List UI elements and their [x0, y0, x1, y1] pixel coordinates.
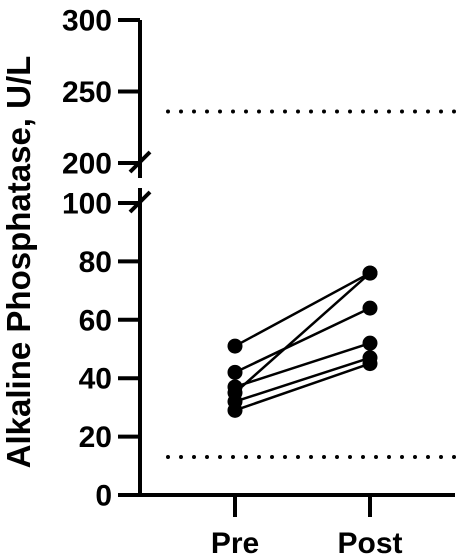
y-tick-label: 100: [62, 188, 112, 221]
data-point: [362, 335, 378, 351]
y-tick-label: 300: [62, 5, 112, 38]
y-tick-label: 80: [79, 246, 112, 279]
pair-line: [234, 271, 371, 348]
pair-line: [234, 306, 371, 374]
pair-line: [234, 362, 371, 412]
data-point: [362, 300, 378, 316]
y-axis-title: Alkaline Phosphatase, U/L: [0, 56, 37, 469]
x-tick-label: Post: [337, 527, 402, 559]
data-point: [227, 402, 243, 418]
y-tick-label: 40: [79, 363, 112, 396]
y-tick-label: 60: [79, 304, 112, 337]
data-point: [362, 265, 378, 281]
y-tick-label: 250: [62, 76, 112, 109]
pair-line: [234, 341, 371, 389]
x-tick-label: Pre: [211, 527, 259, 559]
y-tick-label: 200: [62, 148, 112, 181]
data-point: [362, 356, 378, 372]
data-point: [227, 338, 243, 354]
pair-line: [234, 356, 371, 403]
pair-line: [234, 272, 371, 394]
y-tick-label: 20: [79, 421, 112, 454]
data-point: [227, 364, 243, 380]
y-tick-label: 0: [95, 480, 112, 513]
